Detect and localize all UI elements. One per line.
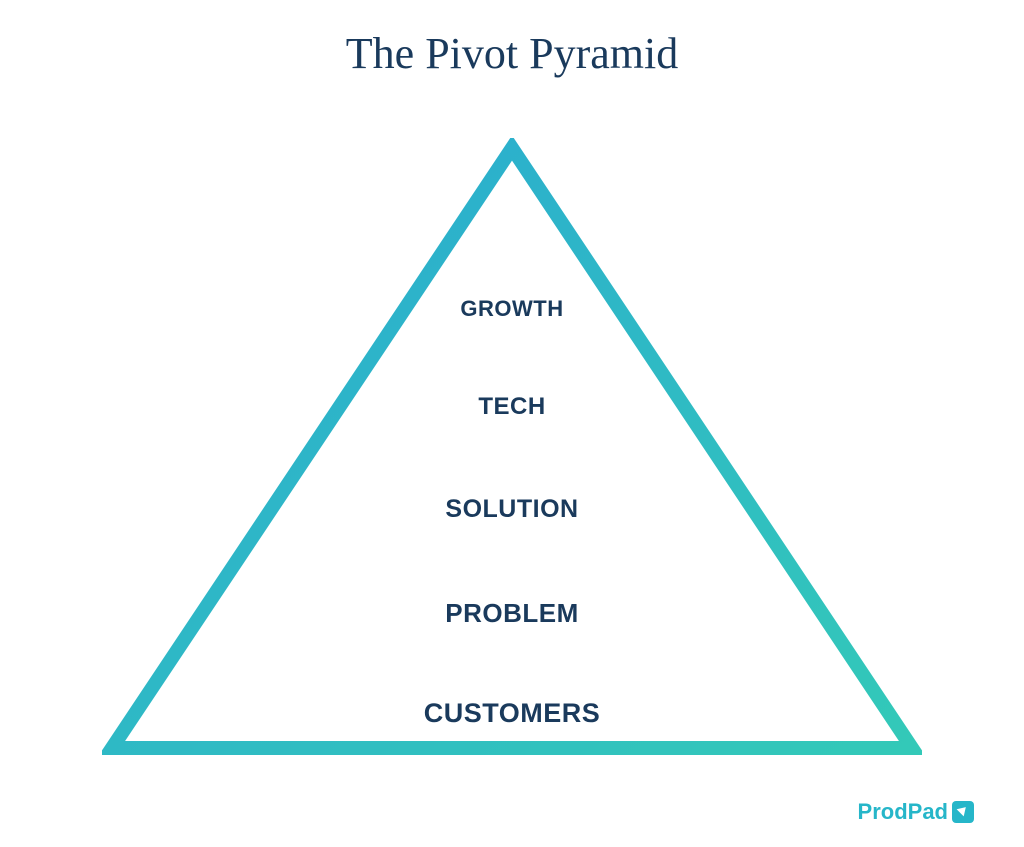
level-growth: GROWTH [102,296,922,322]
pyramid-outline [112,148,912,748]
brand-logo: ProdPad [858,799,974,825]
page-title: The Pivot Pyramid [0,28,1024,79]
level-customers: CUSTOMERS [102,698,922,729]
logo-icon [952,801,974,823]
pyramid-diagram: GROWTH TECH SOLUTION PROBLEM CUSTOMERS [102,138,922,758]
pyramid-svg [102,138,922,758]
level-tech: TECH [102,393,922,421]
level-problem: PROBLEM [102,598,922,629]
level-solution: SOLUTION [102,495,922,524]
logo-text: ProdPad [858,799,948,825]
